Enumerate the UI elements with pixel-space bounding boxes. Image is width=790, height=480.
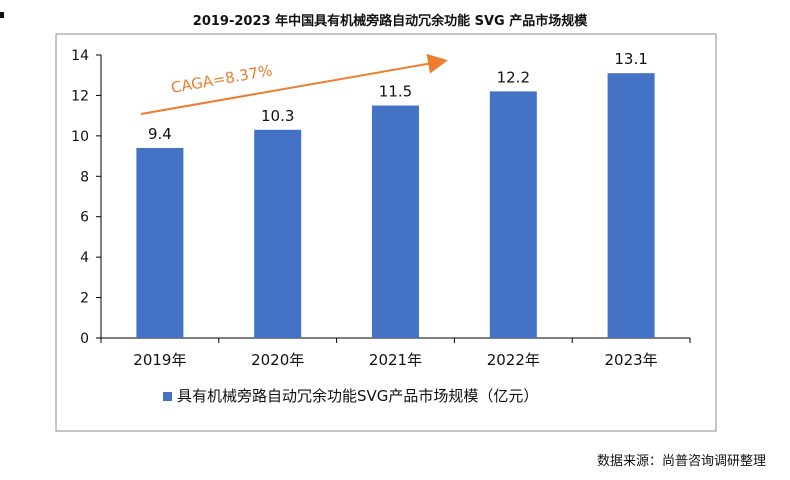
y-tick-label: 8: [80, 169, 89, 185]
bar-2023年: [607, 73, 655, 338]
legend-swatch: [163, 392, 172, 401]
growth-arrow: [140, 53, 448, 115]
source-note: 数据来源：尚普咨询调研整理: [596, 454, 766, 469]
axes: 0 2 4 6 8 10 12 14: [71, 48, 691, 347]
bars: [136, 73, 655, 339]
x-tick-label: 2019年: [133, 351, 186, 369]
data-label: 13.1: [614, 50, 647, 68]
legend-label: 具有机械旁路自动冗余功能SVG产品市场规模（亿元）: [177, 387, 538, 405]
labels: 9.4 2019年 10.3 2020年 11.5 2021年 12.2 2022年 13.1 2…: [133, 50, 657, 369]
bar-2021年: [372, 105, 419, 339]
bar-2020年: [254, 129, 302, 338]
y-tick-label: 10: [71, 129, 89, 145]
y-tick-label: 6: [80, 210, 89, 226]
y-tick-label: 12: [71, 88, 89, 104]
x-tick-label: 2021年: [369, 351, 422, 369]
x-tick-label: 2023年: [605, 351, 658, 369]
bar-2022年: [489, 91, 537, 338]
legend: 具有机械旁路自动冗余功能SVG产品市场规模（亿元）: [163, 387, 538, 405]
data-label: 10.3: [261, 107, 294, 125]
data-label: 12.2: [497, 68, 530, 86]
page-edge-mark: [0, 12, 4, 18]
y-tick-label: 0: [80, 331, 89, 347]
x-tick-label: 2020年: [251, 351, 304, 369]
y-tick-label: 4: [80, 250, 89, 266]
data-label: 11.5: [379, 83, 412, 101]
chart-title: 2019-2023 年中国具有机械旁路自动冗余功能 SVG 产品市场规模: [192, 14, 588, 29]
y-tick-label: 2: [80, 291, 89, 307]
y-tick-label: 14: [71, 48, 89, 64]
bar-2019年: [136, 147, 184, 338]
x-tick-label: 2022年: [487, 351, 540, 369]
data-label: 9.4: [148, 125, 172, 143]
